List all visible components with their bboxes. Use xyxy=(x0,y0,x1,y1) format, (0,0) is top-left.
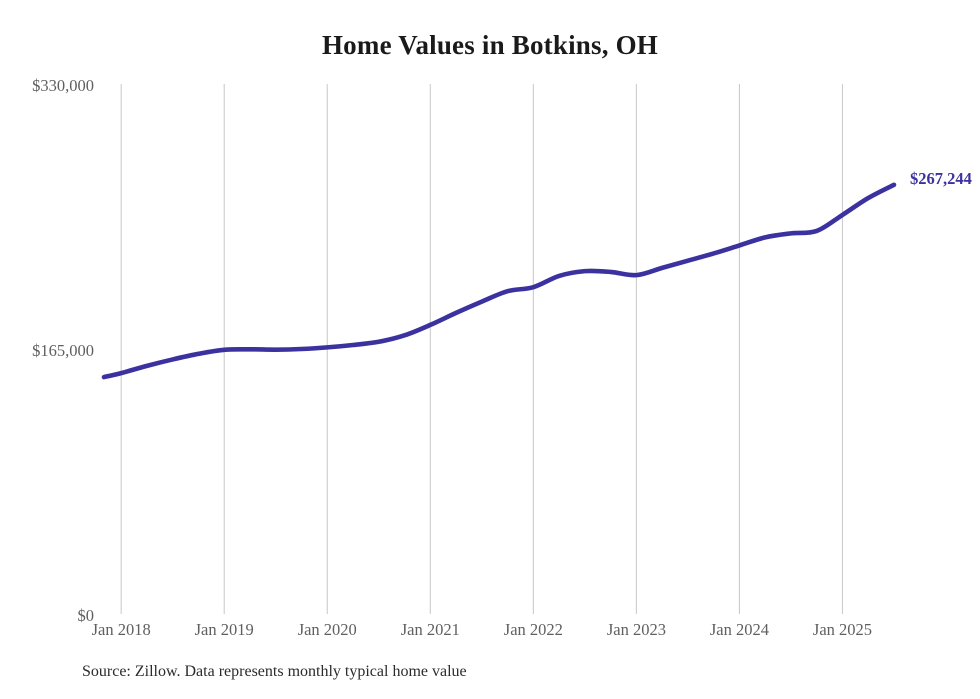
x-axis-tick-label-jan-2024: Jan 2024 xyxy=(709,620,769,639)
x-axis-tick-label-jan-2018: Jan 2018 xyxy=(91,620,151,639)
chart-title: Home Values in Botkins, OH xyxy=(321,30,659,60)
y-axis-tick-label-middle: $165,000 xyxy=(32,341,94,360)
x-axis-tick-label-jan-2025: Jan 2025 xyxy=(812,620,873,639)
y-axis-tick-label-top: $330,000 xyxy=(32,76,94,95)
y-axis-tick-label-bottom: $0 xyxy=(77,606,95,625)
x-axis-tick-label-jan-2019: Jan 2019 xyxy=(194,620,254,639)
x-axis-tick-label-jan-2020: Jan 2020 xyxy=(297,620,357,639)
x-axis-tick-label-jan-2021: Jan 2021 xyxy=(400,620,460,639)
series-path-typical-home-value xyxy=(101,182,897,380)
plot-area xyxy=(101,84,897,614)
source-note: Source: Zillow. Data represents monthly … xyxy=(82,663,467,680)
end-value-annotation: $267,244 xyxy=(910,168,972,188)
x-axis-tick-label-jan-2022: Jan 2022 xyxy=(503,620,563,639)
data-line-series xyxy=(101,182,897,380)
x-axis-tick-label-jan-2023: Jan 2023 xyxy=(606,620,666,639)
